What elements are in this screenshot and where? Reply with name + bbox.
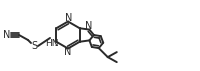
Text: N: N [64,13,72,23]
Text: HN: HN [45,39,59,48]
Text: S: S [31,41,37,51]
Text: N: N [64,47,71,57]
Text: N: N [84,21,92,31]
Text: -: - [54,41,57,50]
Text: N: N [3,30,11,40]
